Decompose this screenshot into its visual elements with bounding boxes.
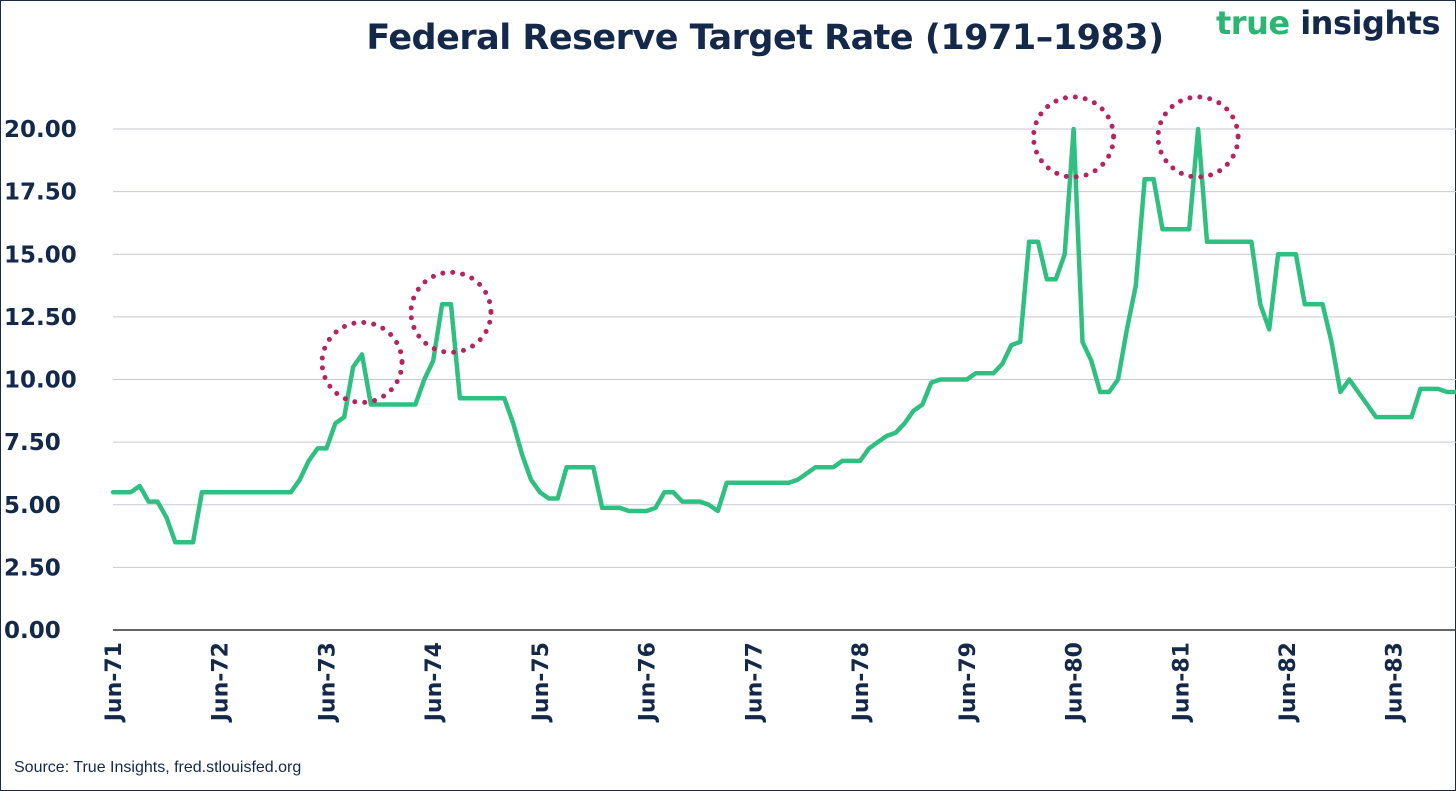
y-tick-label: 10.00 xyxy=(4,368,77,394)
peak-highlights xyxy=(319,94,1241,405)
x-tick-label: Jun-81 xyxy=(1169,642,1194,723)
chart-title: Federal Reserve Target Rate (1971–1983) xyxy=(366,18,1164,58)
y-tick-label: 15.00 xyxy=(4,242,77,268)
x-tick-label: Jun-72 xyxy=(209,642,234,723)
x-tick-label: Jun-71 xyxy=(102,642,127,723)
y-tick-label: 5.00 xyxy=(4,493,61,519)
series-line xyxy=(110,126,1456,545)
x-tick-label: Jun-73 xyxy=(315,642,340,723)
x-tick-label: Jun-83 xyxy=(1383,642,1408,723)
x-axis: Jun-71 Jun-72 Jun-73 Jun-74 Jun-75 Jun-76 Jun-… xyxy=(102,629,1456,723)
x-tick-label: Jun-77 xyxy=(742,642,767,723)
x-tick-label: Jun-80 xyxy=(1063,642,1088,723)
plot-area xyxy=(110,126,1456,545)
x-tick-label: Jun-75 xyxy=(529,642,554,723)
x-tick-label: Jun-79 xyxy=(956,642,981,723)
peak-highlight-circle xyxy=(319,319,405,405)
y-tick-label: 7.50 xyxy=(4,430,61,456)
x-tick-label: Jun-76 xyxy=(636,642,661,723)
source-note: Source: True Insights, fred.stlouisfed.o… xyxy=(14,759,302,776)
logo-word-true: true xyxy=(1216,4,1290,42)
peak-highlight-circle xyxy=(1031,94,1117,180)
grid-lines xyxy=(113,128,1456,568)
y-axis: 0.00 2.50 5.00 7.50 10.00 12.50 15.00 17.50 20.0… xyxy=(4,117,77,644)
y-tick-label: 12.50 xyxy=(4,305,77,331)
logo-word-insights: insights xyxy=(1300,4,1440,42)
peak-highlight-circle xyxy=(408,269,494,355)
peak-highlight-circle xyxy=(1155,94,1241,180)
y-tick-label: 2.50 xyxy=(4,555,61,581)
x-tick-label: Jun-82 xyxy=(1276,642,1301,723)
y-tick-label: 0.00 xyxy=(4,618,61,644)
y-tick-label: 17.50 xyxy=(4,180,77,206)
brand-logo: true insights xyxy=(1216,4,1440,42)
x-tick-label: Jun-74 xyxy=(422,642,447,723)
x-tick-label: Jun-78 xyxy=(849,642,874,723)
y-tick-label: 20.00 xyxy=(4,117,77,143)
